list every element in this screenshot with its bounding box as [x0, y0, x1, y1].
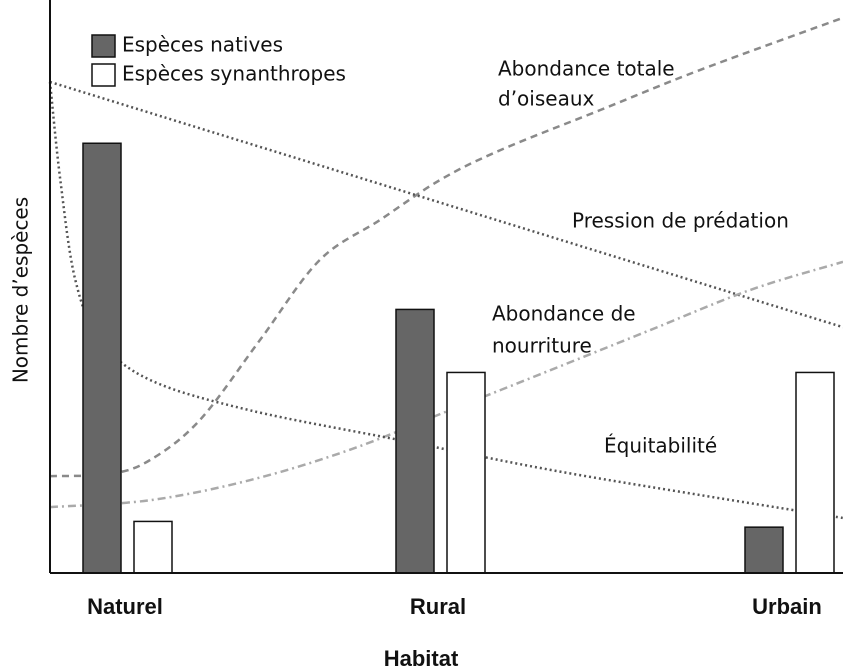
legend-swatch — [91, 63, 116, 87]
curve — [48, 81, 843, 520]
bar — [82, 142, 122, 574]
curve — [49, 80, 843, 329]
x-axis-label: Habitat — [384, 646, 459, 670]
bar — [133, 520, 173, 574]
y-axis-label: Nombre d’espèces — [9, 197, 33, 383]
curve-label: Pression de prédation — [572, 209, 789, 233]
curve-label: Abondance de — [492, 302, 636, 326]
bar — [395, 308, 435, 574]
x-tick-label: Urbain — [752, 594, 822, 619]
x-tick-label: Naturel — [87, 594, 163, 619]
curve — [49, 16, 843, 478]
legend-swatch — [91, 34, 116, 58]
legend-label: Espèces natives — [122, 33, 283, 57]
bar — [795, 371, 835, 574]
bar — [446, 371, 486, 574]
x-tick-label: Rural — [410, 594, 466, 619]
curve-label: nourriture — [492, 334, 592, 358]
curve-label: d’oiseaux — [498, 87, 595, 111]
curve-label: Équitabilité — [604, 434, 717, 458]
legend-label: Espèces synanthropes — [122, 62, 346, 86]
curve-label: Abondance totale — [498, 57, 675, 81]
bar — [744, 526, 784, 574]
